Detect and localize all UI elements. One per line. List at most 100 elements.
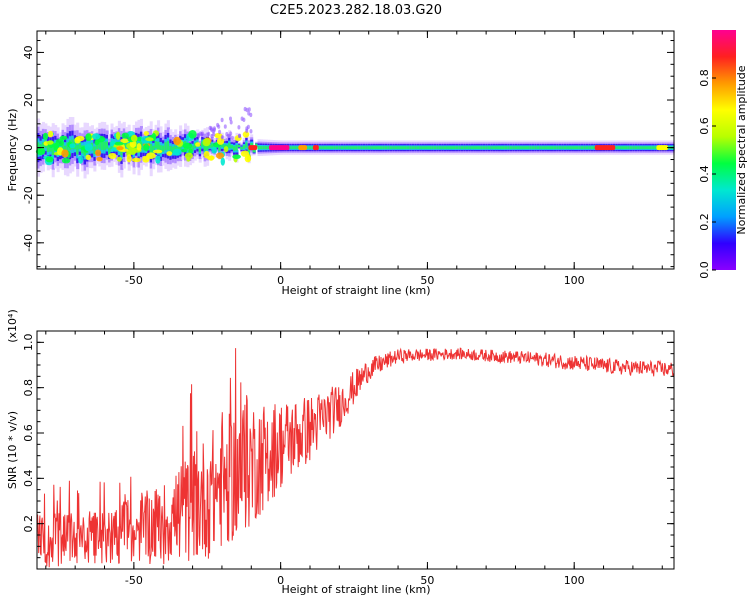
heatmap-blob: [96, 156, 103, 162]
heatmap-cell: [549, 146, 553, 149]
heatmap-cell: [451, 146, 455, 149]
spectrogram-y-label: Frequency (Hz): [6, 109, 19, 192]
snr-scale-note: (x10⁴): [6, 309, 19, 343]
snr-panel: -50 0 50 100 0.2 0.4 0.6 0.8 1.0 Height of strai…: [6, 309, 675, 596]
heatmap-blob: [85, 154, 91, 160]
heatmap-blob: [207, 131, 211, 137]
heatmap-cell: [397, 146, 401, 149]
heatmap-blob: [211, 146, 218, 154]
heatmap-cell: [394, 146, 398, 149]
heatmap-cell: [345, 146, 349, 149]
heatmap-cell: [362, 146, 366, 149]
heatmap-cell: [649, 146, 653, 149]
heatmap-blob: [229, 120, 233, 125]
heatmap-cell: [446, 146, 450, 149]
heatmap-cell: [473, 146, 477, 149]
heatmap-cell: [504, 146, 508, 149]
heatmap-cell: [331, 146, 335, 149]
heatmap-cell: [250, 143, 254, 147]
heatmap-cell: [429, 146, 433, 149]
y-tick-label: 0: [22, 144, 35, 151]
heatmap-cell: [480, 146, 484, 149]
heatmap-blob: [91, 133, 101, 140]
heatmap-blob: [182, 142, 193, 149]
heatmap-peak: [248, 145, 258, 151]
heatmap-cell: [308, 146, 312, 149]
spectrogram-panel: -50 0 50 100 -40 -20 0 20 40 Height of straight …: [6, 30, 675, 297]
y-tick-label: -20: [22, 186, 35, 204]
heatmap-blob: [136, 143, 142, 151]
heatmap-blob: [223, 124, 227, 129]
heatmap-cell: [443, 146, 447, 149]
heatmap-cell: [651, 146, 655, 149]
heatmap-cell: [438, 146, 442, 149]
heatmap-blob: [240, 116, 244, 121]
heatmap-cell: [328, 146, 332, 149]
heatmap-blob: [84, 143, 93, 152]
heatmap-blob: [218, 129, 222, 135]
heatmap-blob: [217, 124, 221, 129]
heatmap-blob: [249, 129, 253, 134]
heatmap-cell: [654, 146, 658, 149]
heatmap-blob: [200, 132, 203, 137]
heatmap-cell: [206, 143, 210, 150]
heatmap-cell: [203, 144, 207, 151]
heatmap-cell: [426, 146, 430, 149]
heatmap-cell: [563, 146, 567, 149]
heatmap-cell: [389, 146, 393, 149]
heatmap-blob: [146, 152, 156, 159]
heatmap-blob: [45, 156, 54, 163]
heatmap-cell: [561, 146, 565, 149]
heatmap-cell: [419, 146, 423, 149]
heatmap-blob: [244, 154, 252, 163]
heatmap-cell: [585, 146, 589, 149]
heatmap-cell: [230, 145, 234, 149]
heatmap-cell: [152, 145, 156, 153]
heatmap-blob: [245, 128, 249, 133]
heatmap-cell: [223, 144, 227, 148]
heatmap-cell: [252, 149, 256, 153]
heatmap-blob: [116, 146, 124, 151]
heatmap-cell: [639, 146, 643, 149]
heatmap-cell: [306, 146, 310, 149]
heatmap-cell: [478, 146, 482, 149]
heatmap-cell: [551, 146, 555, 149]
y-tick-label: -40: [22, 234, 35, 252]
spectrogram-ticks: -50 0 50 100 -40 -20 0 20 40: [22, 31, 674, 287]
heatmap-cell: [399, 146, 403, 149]
heatmap-cell: [468, 146, 472, 149]
heatmap-cell: [632, 146, 636, 149]
heatmap-cell: [634, 146, 638, 149]
x-tick-label: 0: [277, 574, 284, 587]
heatmap-blob: [48, 130, 54, 138]
heatmap-cell: [475, 146, 479, 149]
heatmap-cell: [588, 146, 592, 149]
heatmap-cell: [416, 146, 420, 149]
heatmap-cell: [237, 144, 241, 148]
heatmap-blob: [184, 152, 193, 159]
heatmap-blob: [232, 154, 241, 159]
heatmap-cell: [296, 146, 300, 149]
heatmap-cell: [620, 146, 624, 149]
heatmap-blob: [155, 155, 161, 164]
heatmap-cell: [240, 146, 244, 150]
heatmap-cell: [348, 146, 352, 149]
heatmap-blob: [145, 137, 154, 142]
heatmap-cell: [414, 146, 418, 149]
heatmap-cell: [625, 146, 629, 149]
heatmap-cell: [289, 146, 293, 149]
x-tick-label: -50: [125, 274, 143, 287]
heatmap-cell: [495, 146, 499, 149]
y-tick-label: 0.8: [22, 379, 35, 397]
heatmap-cell: [553, 146, 557, 149]
heatmap-blob: [212, 127, 216, 133]
heatmap-blob: [136, 136, 142, 142]
heatmap-cell: [323, 146, 327, 149]
heatmap-cell: [242, 145, 246, 149]
heatmap-blob: [78, 155, 84, 164]
heatmap-blob: [249, 112, 253, 118]
heatmap-cell: [576, 146, 580, 149]
heatmap-cell: [181, 142, 185, 148]
heatmap-blob: [130, 134, 138, 142]
heatmap-cell: [375, 146, 379, 149]
